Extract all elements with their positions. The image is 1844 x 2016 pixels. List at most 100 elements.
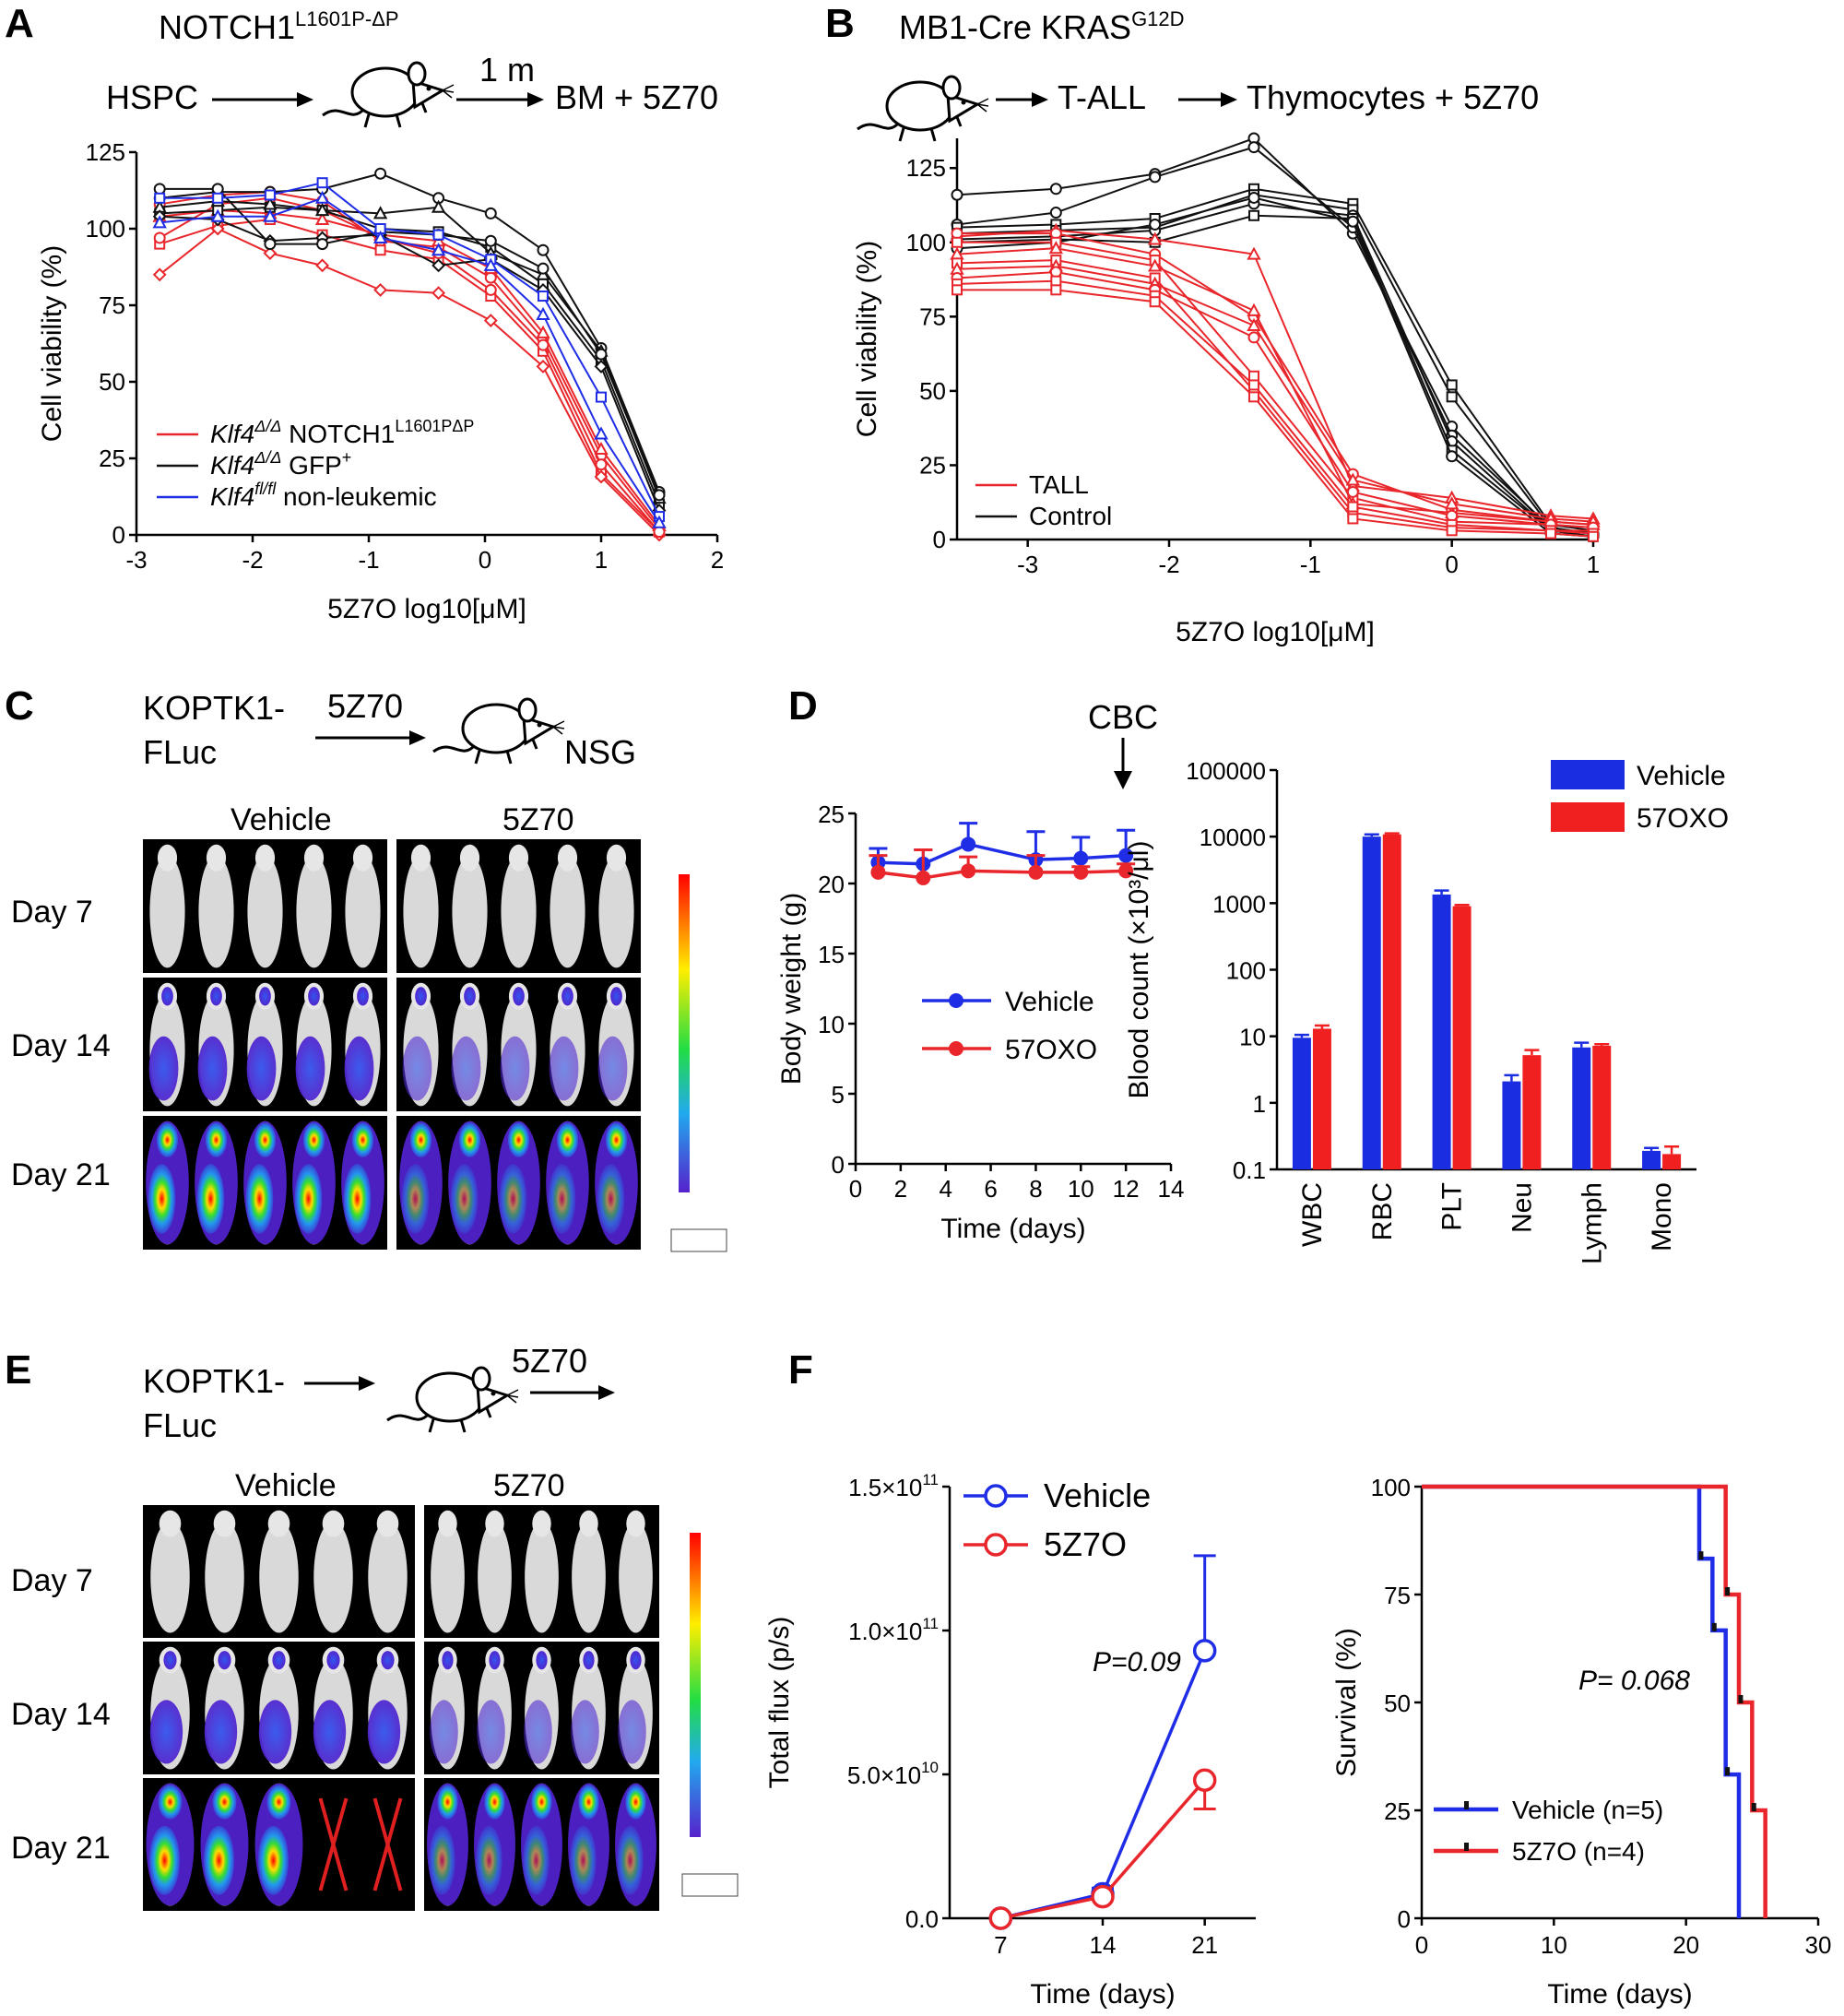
mouse-head [410,844,431,872]
signal-spot [477,1700,505,1764]
data-point [372,230,388,243]
legend-entry: 5Z7O (n=4) [1512,1837,1645,1866]
mouse-head [254,844,276,872]
y-axis-label: Blood count (×10³/μl) [1124,841,1154,1099]
chart-a: 0 25 50 75 100 125 -3 -2 -1 0 1 2 5Z7O log10[μM] Cell… [37,138,724,624]
schema-a-bm: BM + 5Z70 [555,78,718,116]
y-tick-label: 0 [832,1151,845,1179]
bar [1432,894,1451,1169]
data-point [152,267,167,282]
series-line [160,215,660,511]
y-tick-label: 10 [1239,1024,1266,1051]
y-tick-label: 100 [1371,1474,1411,1501]
series-line [957,289,1594,538]
signal-spot [197,1036,228,1101]
data-point [1049,183,1062,196]
mouse-head [352,844,373,872]
data-point [314,211,330,226]
x-axis-label: 5Z7O log10[μM] [1176,617,1375,647]
y-tick-label: 10000 [1200,824,1266,851]
y-tick-label: 50 [1384,1690,1411,1717]
legend-text: non-leukemic [276,482,436,511]
data-point [988,1906,1013,1930]
schema-b-thymocytes: Thymocytes + 5Z70 [1247,78,1539,116]
signal-spot [246,1036,277,1101]
bar [1452,906,1472,1169]
signal-spot [351,1122,374,1157]
mouse-silhouette [198,855,234,968]
y-tick-label: 0.1 [1233,1156,1266,1184]
bar [1502,1081,1521,1169]
schema-b-tall: T-ALL [1058,78,1146,116]
x-tick-label: 7 [994,1931,1007,1959]
data-point [264,189,276,201]
y-axis-label: Cell viability (%) [37,245,67,442]
data-point [212,192,224,204]
y-axis-label: Body weight (g) [776,893,807,1085]
signal-spot [450,1164,479,1234]
data-point [952,236,963,248]
mouse-head [206,844,227,872]
mouse-silhouette [313,1521,353,1633]
cbc-label: CBC [1088,698,1158,736]
x-tick-label: -2 [1158,551,1179,578]
panel-letter-f: F [788,1347,813,1393]
color-scale-bar [690,1533,701,1837]
chart-d-body-weight: 0 5 10 15 20 25 0 2 4 6 8 10 12 14 Time (days) Body wei… [776,800,1184,1244]
x-tick-label: 2 [711,546,724,574]
data-point [961,863,976,879]
data-point [314,190,330,204]
mouse-silhouette [247,855,283,968]
y-tick-label: 50 [919,377,946,405]
signal-spot [610,987,622,1006]
data-point [483,257,498,271]
data-point [1073,850,1089,866]
series-line [159,219,660,533]
schema-e-arrowhead-2 [598,1385,615,1400]
data-point [1048,241,1064,255]
data-point [536,306,550,320]
signal-spot [625,1785,646,1820]
y-tick-label: 125 [906,154,946,182]
x-tick-label: -2 [242,546,263,574]
x-tick-label: Lymph [1577,1182,1607,1264]
legend-entry: Vehicle [1005,987,1094,1017]
mouse-head [485,1510,504,1537]
legend-gene: Klf4 [210,482,254,511]
schema-b-arrowhead-1 [1032,92,1048,107]
signal-spot [531,1785,552,1820]
bar [1592,1045,1612,1169]
mouse-icon [856,75,990,143]
x-tick-label: 10 [1541,1931,1567,1959]
legend-entry: 57OXO [1005,1035,1097,1065]
signal-spot [571,1700,599,1764]
y-tick-label: 100 [86,215,125,243]
y-tick-exponent: 11 [922,1615,939,1632]
y-tick-label: 10 [818,1011,845,1038]
data-point [263,196,278,210]
mouse-head [322,1510,345,1537]
legend-gene: Klf4 [210,420,254,448]
data-point [596,391,607,403]
data-point [1446,379,1458,391]
y-tick-label: 0 [1398,1905,1411,1933]
data-point [314,202,330,217]
signal-spot [561,987,573,1006]
data-point [1248,209,1259,221]
y-tick-label: 125 [86,138,125,166]
signal-spot [344,1036,374,1101]
y-tick-label: 0 [112,521,125,549]
data-point [952,284,963,296]
signal-spot [583,1651,595,1670]
signal-spot [430,1700,458,1764]
signal-spot [536,1651,548,1670]
mouse-icon [431,697,566,765]
signal-spot [630,1651,642,1670]
data-point [537,338,550,351]
data-point [1347,501,1359,513]
y-tick-label: 50 [99,368,125,396]
y-tick-label: 100000 [1186,757,1266,785]
signal-spot [548,1164,576,1234]
bar [1522,1055,1542,1169]
